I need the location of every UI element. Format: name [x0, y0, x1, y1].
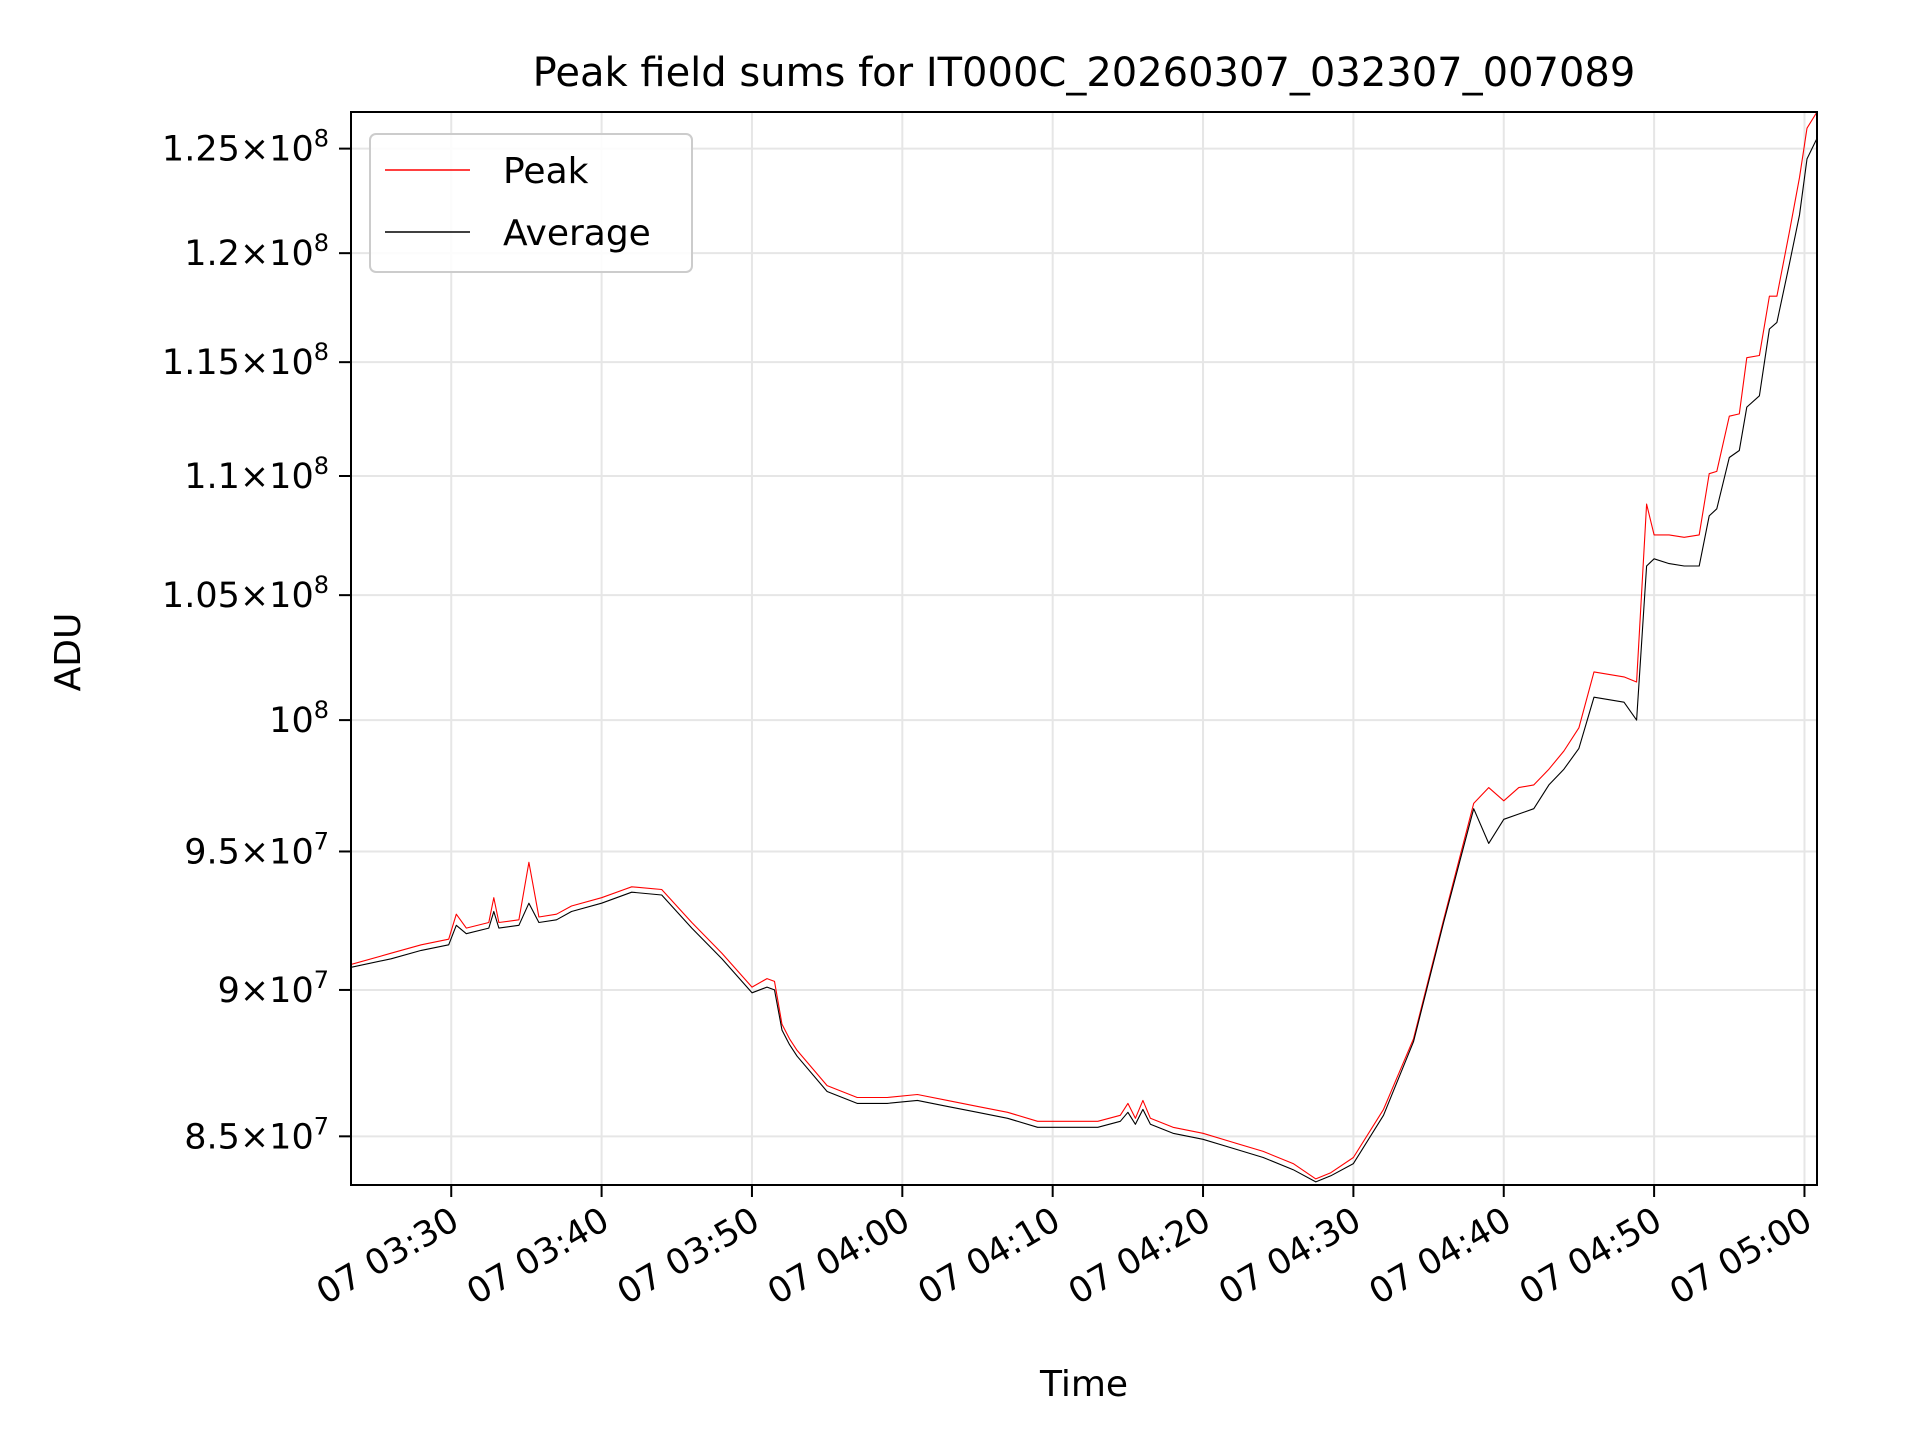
y-axis-ticks: 8.5×107 9×107 9.5×107 108 1.05×108 1.1×108 1.1…: [162, 125, 351, 1157]
series-lines: [351, 112, 1817, 1183]
y-tick-label: 9×107: [218, 966, 329, 1011]
y-axis-label: ADU: [48, 613, 89, 692]
y-tick-label: 9.5×107: [184, 827, 329, 872]
y-tick-label: 1.2×108: [184, 229, 329, 274]
legend-label-average: Average: [503, 213, 651, 254]
y-tick-label: 8.5×107: [184, 1112, 329, 1157]
legend-label-peak: Peak: [503, 151, 589, 192]
series-line-average: [351, 138, 1817, 1183]
x-axis-label: Time: [1039, 1364, 1128, 1405]
series-line-peak: [351, 112, 1817, 1180]
y-tick-label: 108: [269, 696, 329, 741]
y-tick-label: 1.1×108: [184, 452, 329, 497]
legend-box: [369, 133, 693, 273]
y-tick-label: 1.05×108: [162, 571, 329, 616]
y-tick-label: 1.25×108: [162, 125, 329, 170]
y-tick-label: 1.15×108: [162, 338, 329, 383]
grid: [351, 112, 1817, 1185]
plot-frame: [350, 111, 1818, 1186]
legend: Peak Average: [369, 133, 693, 273]
chart-title: Peak field sums for IT000C_20260307_0323…: [533, 50, 1636, 96]
